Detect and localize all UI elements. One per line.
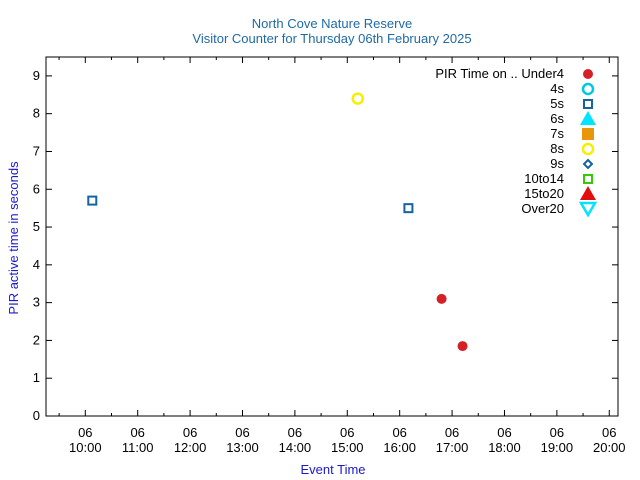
y-tick-label: 0: [33, 408, 40, 423]
legend-marker: [583, 69, 593, 79]
legend-marker: [578, 201, 598, 218]
legend-entry-label: 6s: [550, 111, 564, 126]
y-tick-label: 4: [33, 257, 40, 272]
y-tick-label: 6: [33, 181, 40, 196]
x-tick-label-time: 18:00: [488, 440, 521, 455]
legend-marker: [583, 174, 593, 184]
legend-entry-label: 7s: [550, 126, 564, 141]
x-tick-label-day: 06: [445, 425, 459, 440]
legend-entry-label: Over20: [521, 201, 564, 216]
legend-marker: [582, 158, 594, 170]
x-tick-label-time: 20:00: [593, 440, 626, 455]
y-tick-label: 1: [33, 370, 40, 385]
x-tick-label-time: 11:00: [122, 440, 154, 455]
y-tick-label: 3: [33, 295, 40, 310]
data-point: [457, 341, 468, 352]
legend-entry-label: PIR Time on .. Under4: [435, 66, 564, 81]
chart-title: North Cove Nature Reserve: [252, 16, 412, 31]
legend-marker: [581, 142, 595, 156]
legend: PIR Time on .. Under44s5s6s7s8s9s10to141…: [435, 66, 598, 218]
x-tick-label-day: 06: [392, 425, 406, 440]
x-tick-label-day: 06: [130, 425, 144, 440]
legend-entry-label: 10to14: [524, 171, 564, 186]
y-axis-label: PIR active time in seconds: [6, 161, 21, 315]
data-point: [436, 293, 447, 304]
x-tick-label-day: 06: [602, 425, 616, 440]
x-axis-label: Event Time: [300, 462, 365, 477]
x-tick-label-time: 17:00: [436, 440, 469, 455]
y-axis: 0 1 2 3 4 5 6 7 8 9: [33, 68, 618, 423]
y-tick-label: 2: [33, 332, 40, 347]
y-tick-label: 8: [33, 106, 40, 121]
x-tick-label-day: 06: [550, 425, 564, 440]
x-tick-label-time: 14:00: [279, 440, 312, 455]
y-tick-label: 9: [33, 68, 40, 83]
data-point: [351, 92, 365, 105]
legend-marker: [580, 111, 596, 125]
x-tick-label-time: 10:00: [69, 440, 102, 455]
legend-entry-label: 4s: [550, 81, 564, 96]
x-axis: 0610:000611:000612:000613:000614:000615:…: [58, 57, 626, 455]
legend-entry-label: 5s: [550, 96, 564, 111]
x-tick-label-time: 12:00: [174, 440, 207, 455]
data-points: [87, 92, 468, 352]
x-tick-label-day: 06: [497, 425, 511, 440]
legend-series-name: Under4: [521, 66, 564, 81]
legend-entry-label: 9s: [550, 156, 564, 171]
x-tick-label-day: 06: [340, 425, 354, 440]
x-tick-label-day: 06: [183, 425, 197, 440]
x-tick-label-time: 15:00: [331, 440, 364, 455]
x-tick-label-day: 06: [78, 425, 92, 440]
legend-entry-label: 15to20: [524, 186, 564, 201]
plot-area-frame: [45, 56, 619, 417]
legend-title: PIR Time on ..: [435, 66, 521, 81]
y-tick-label: 7: [33, 143, 40, 158]
data-point: [403, 203, 414, 214]
chart-subtitle: Visitor Counter for Thursday 06th Februa…: [192, 31, 471, 46]
legend-marker: [581, 82, 595, 96]
data-point: [87, 195, 98, 206]
x-tick-label-time: 16:00: [383, 440, 416, 455]
x-tick-label-time: 19:00: [541, 440, 574, 455]
x-tick-label-time: 13:00: [226, 440, 259, 455]
legend-marker: [582, 128, 594, 140]
x-tick-label-day: 06: [288, 425, 302, 440]
legend-marker: [583, 99, 593, 109]
legend-marker: [580, 186, 596, 200]
y-tick-label: 5: [33, 219, 40, 234]
x-tick-label-day: 06: [235, 425, 249, 440]
legend-entry-label: 8s: [550, 141, 564, 156]
